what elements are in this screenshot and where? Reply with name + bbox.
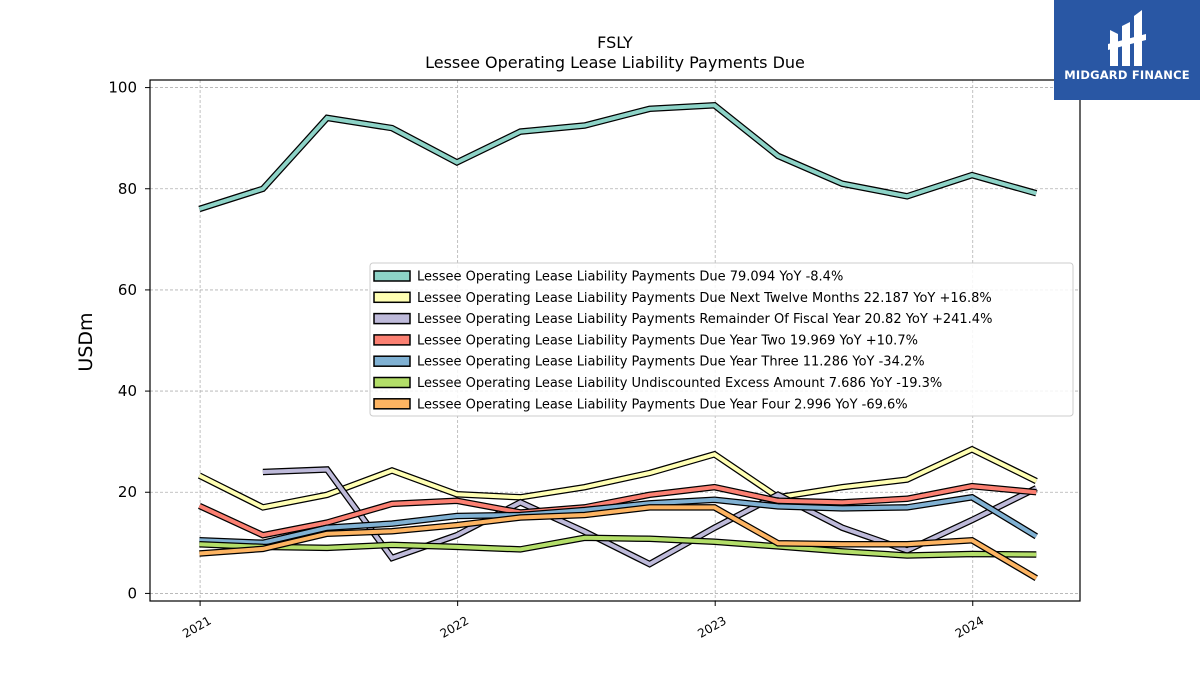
series-line [199,535,1037,558]
x-tick-label: 2021 [180,613,213,640]
chart-subtitle: Lessee Operating Lease Liability Payment… [425,53,805,72]
y-tick-label: 60 [118,281,137,299]
brand-logo: MIDGARD FINANCE [1054,0,1200,100]
legend-entry: Lessee Operating Lease Liability Payment… [417,333,918,348]
logo-text: MIDGARD FINANCE [1064,68,1190,82]
chart-title: FSLY [597,33,633,52]
series-line [199,495,1038,545]
legend-swatch [373,334,411,346]
series-line [198,447,1038,510]
series-3 [262,466,1038,568]
series-line [198,103,1037,211]
x-tick-label: 2022 [438,613,471,640]
legend: Lessee Operating Lease Liability Payment… [369,262,1074,417]
legend-swatch [373,291,411,304]
legend-swatch [373,270,411,282]
series-line [262,467,1038,567]
legend-entry: Lessee Operating Lease Liability Payment… [417,270,843,285]
plot-frame [149,79,1081,602]
legend-entry: Lessee Operating Lease Liability Payment… [417,355,925,370]
series-lines [197,101,1038,581]
y-tick-label: 80 [118,180,137,198]
legend-entry: Lessee Operating Lease Liability Payment… [417,397,908,412]
y-tick-label: 100 [108,79,137,97]
legend-swatch [373,398,411,410]
legend-entry: Lessee Operating Lease Liability Undisco… [417,376,942,391]
legend-entry: Lessee Operating Lease Liability Payment… [417,312,992,327]
legend-entry: Lessee Operating Lease Liability Payment… [417,291,992,306]
midgard-logo-icon [1108,10,1146,66]
x-tick-label: 2024 [953,613,986,640]
y-tick-label: 40 [118,382,137,400]
legend-box [369,262,1074,417]
series-line [198,484,1037,538]
y-tick-label: 0 [127,584,137,602]
series-1 [198,101,1038,213]
series-6 [199,534,1037,559]
legend-swatch [373,355,411,367]
legend-swatch [373,312,411,325]
series-5 [199,493,1038,547]
series-2 [197,445,1038,511]
y-axis-label: USDm [75,312,97,371]
series-line [199,505,1038,580]
legend-swatch [373,376,411,389]
y-tick-label: 20 [118,483,137,501]
series-7 [199,504,1038,581]
series-line-outline [262,466,1038,568]
series-4 [198,482,1037,539]
x-tick-label: 2023 [695,613,728,640]
